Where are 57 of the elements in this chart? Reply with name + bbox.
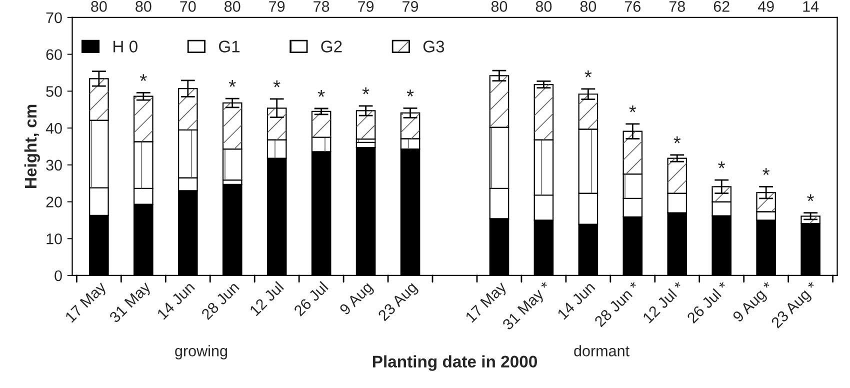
x-tick-label: 14 Jun	[556, 281, 596, 320]
text: 14	[803, 1, 819, 12]
y-tick-label: 20	[46, 196, 62, 208]
text: 79	[269, 1, 285, 12]
x-axis-title: Planting date in 2000	[372, 355, 537, 371]
text: 80	[491, 1, 508, 12]
x-tick-label: 23 Aug	[377, 281, 420, 324]
y-tick-label: 70	[46, 12, 62, 24]
y-tick-label: 0	[54, 270, 62, 282]
text: 79	[358, 1, 374, 12]
x-tick-label: 26 Jul *	[686, 280, 730, 324]
data-label: *	[584, 70, 592, 78]
y-tick-label: 30	[46, 160, 62, 171]
data-label: *	[406, 90, 414, 96]
text: 78	[314, 1, 330, 12]
x-tick-label: 12 Jul	[248, 281, 284, 316]
y-tick-label: 60	[46, 49, 62, 60]
x-tick-label: 23 Aug *	[770, 280, 820, 331]
text: 79	[402, 1, 418, 12]
legend-label: G2	[321, 40, 342, 52]
data-label: *	[629, 105, 636, 112]
text: 62	[714, 1, 730, 12]
data-label: *	[362, 87, 370, 94]
y-axis-title: Height, cm	[24, 104, 40, 188]
text: growing	[175, 345, 227, 360]
data-label: *	[318, 90, 325, 97]
text: dormant	[574, 345, 630, 356]
data-label: *	[140, 74, 147, 81]
x-tick-label: 9 Aug *	[732, 280, 770, 323]
text: 80	[224, 1, 240, 12]
text: 70	[180, 1, 196, 12]
data-label: *	[674, 136, 681, 144]
legend-label: G3	[423, 40, 444, 52]
data-label: *	[228, 80, 236, 87]
text: 49	[758, 1, 774, 12]
x-tick-label: 12 Jul *	[642, 280, 685, 324]
text: 80	[536, 1, 552, 12]
text: 80	[580, 1, 596, 12]
data-label: *	[273, 80, 280, 88]
y-tick-label: 10	[46, 233, 62, 244]
data-label: *	[718, 161, 726, 168]
x-tick-label: 9 Aug	[338, 281, 376, 318]
text: 76	[624, 1, 640, 12]
x-tick-label: 14 Jun	[156, 281, 196, 320]
legend-label: H 0	[114, 40, 138, 52]
y-tick-label: 40	[46, 122, 62, 134]
text: 80	[91, 1, 107, 12]
text: 78	[669, 1, 685, 12]
x-tick-label: 17 May	[64, 280, 109, 326]
data-label: *	[807, 194, 814, 202]
x-tick-label: 26 Jul	[293, 281, 329, 317]
data-label: *	[762, 168, 770, 175]
legend-label: G1	[218, 40, 240, 52]
x-tick-label: 28 Jun	[200, 281, 240, 320]
y-tick-label: 50	[46, 86, 62, 97]
x-tick-label: 31 May	[108, 280, 154, 326]
text: 80	[136, 1, 152, 12]
